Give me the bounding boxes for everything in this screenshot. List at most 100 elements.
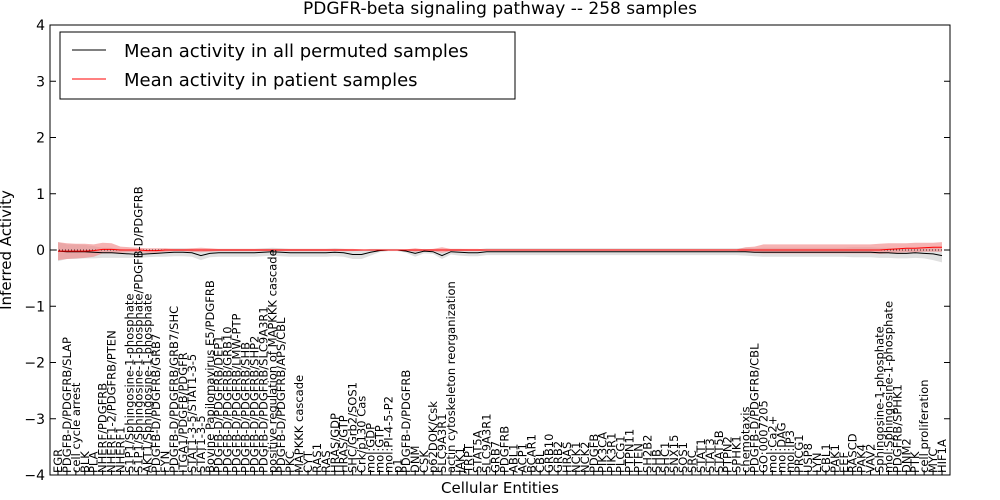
category-label: EGR xyxy=(51,449,65,473)
category-label: CYT xyxy=(301,450,315,473)
category-label: PDGFRB/SPHK1 xyxy=(890,384,904,473)
category-label: STAT5A xyxy=(471,430,485,473)
y-tick-label: 0 xyxy=(36,243,45,259)
category-label: actin cytoskeleton reorganization xyxy=(444,281,458,473)
category-label: HRAS/GTP xyxy=(337,415,351,473)
category-label: PDGFB-D/PDGFRB/SHB xyxy=(239,342,253,473)
category-label: RAS xyxy=(319,450,333,473)
category-label: NCK2 xyxy=(578,442,592,474)
category-label: JAK1 xyxy=(453,447,467,474)
category-label: HIF1A xyxy=(935,439,949,473)
category-label: cell cycle arrest xyxy=(69,382,83,473)
category-label: mol:IP3 xyxy=(783,430,797,473)
category-label: RAS1 xyxy=(310,443,324,473)
category-label: GRB7 xyxy=(489,441,503,473)
category-label: PAK1 xyxy=(828,444,842,473)
category-label: BCAR1 xyxy=(524,434,538,473)
category-label: GRB2 xyxy=(551,441,565,473)
category-label: FYN xyxy=(158,451,172,473)
category-label: TRPT xyxy=(462,443,476,474)
category-label: NHERF1 xyxy=(114,427,128,473)
category-label: PDGFB-D/PDGFRB/CBL xyxy=(748,343,762,473)
y-tick-label: −1 xyxy=(24,299,45,315)
category-label: CSK xyxy=(417,450,431,473)
category-label: PTPN11 xyxy=(623,429,637,473)
legend-entry-patient: Mean activity in patient samples xyxy=(124,70,418,91)
category-label: NHERF/PDGFRB xyxy=(96,383,110,473)
category-label: MYC xyxy=(926,449,940,473)
category-label: SH2B2 xyxy=(640,435,654,473)
category-label: PDGFB-D/PDGFRB xyxy=(399,370,413,473)
category-label: VAV2 xyxy=(864,444,878,473)
category-label: ACP1 xyxy=(515,443,529,473)
y-axis-label: Inferred Activity xyxy=(0,190,15,310)
category-label: PLA xyxy=(87,451,101,473)
category-label: GO:0007205 xyxy=(756,400,770,473)
category-label: STAT3 xyxy=(703,438,717,473)
y-tick-label: 4 xyxy=(36,18,45,34)
category-label: DNM2 xyxy=(899,438,913,473)
category-label: SNX15 xyxy=(667,435,681,473)
category-label: PRCG1 xyxy=(792,434,806,473)
category-label: Crk/p130 Cas xyxy=(355,396,369,473)
category-label: S1P1/Sphingosine-1-phosphate/PDGFB-D/PDG… xyxy=(131,186,145,473)
category-label: RASCD xyxy=(846,433,860,473)
category-label: BLK xyxy=(78,451,92,473)
category-label: SLC9A3R1 xyxy=(480,413,494,473)
category-label: mol:GTP xyxy=(373,425,387,473)
category-label: PLCG1 xyxy=(614,435,628,473)
category-label: mol:DAG xyxy=(774,422,788,473)
category-label: PTPN2 xyxy=(721,436,735,473)
line-patient xyxy=(58,246,942,252)
category-label: Sphingosine-1-phosphate xyxy=(873,326,887,473)
y-tick-label: 1 xyxy=(36,187,45,203)
series-lines xyxy=(50,246,950,257)
category-label: GRB10 xyxy=(542,434,556,473)
y-tick-label: −3 xyxy=(24,412,45,428)
category-label: SHB xyxy=(649,449,663,473)
category-label: SLC9A3R1 xyxy=(435,413,449,473)
category-label: LYN xyxy=(810,452,824,473)
chart-title: PDGFR-beta signaling pathway -- 258 samp… xyxy=(303,0,697,19)
y-tick-label: −4 xyxy=(24,468,45,484)
category-label: PDGFB-D/PDGFRB/GRB7 xyxy=(149,334,163,473)
category-label: PDGFB-D/PDGFRB/SLAP xyxy=(60,337,74,473)
category-label: p62DOK/Csk xyxy=(426,401,440,473)
category-label: SHC/Grb2/SOS1 xyxy=(346,382,360,473)
category-label: ABL1 xyxy=(506,444,520,473)
legend-entry-permuted: Mean activity in all permuted samples xyxy=(124,41,468,62)
category-label: NHERF1-2/PDGFRB/PTEN xyxy=(105,330,119,473)
y-tick-label: −2 xyxy=(24,356,45,372)
category-label: PAK4 xyxy=(855,444,869,473)
category-label: PKC xyxy=(283,451,297,473)
category-label: PTK xyxy=(908,451,922,473)
band-permuted xyxy=(58,242,942,263)
band-patient xyxy=(58,242,942,261)
category-label: SOS1 xyxy=(676,442,690,473)
category-label: PDGFRB xyxy=(498,426,512,473)
category-label: AKT1/Sphingosine-1-phosphate xyxy=(140,294,154,473)
category-label: CBL xyxy=(533,450,547,473)
category-label: S1P1/Sphingosine-1-phosphate xyxy=(122,294,136,473)
category-label: SRC xyxy=(685,450,699,473)
category-label: NCK1 xyxy=(569,442,583,474)
category-label: cell proliferation xyxy=(917,379,931,473)
legend-box xyxy=(59,31,516,100)
category-label: HRAS xyxy=(560,442,574,473)
category-label: PIK3R1 xyxy=(605,433,619,474)
category-label: SPHK1 xyxy=(730,435,744,473)
category-label: SHC1 xyxy=(658,442,672,473)
legend: Mean activity in all permuted samples Me… xyxy=(59,31,516,100)
category-label: Bovine Papilomavirus E5/PDGFRB xyxy=(203,280,217,473)
category-label: p1 xyxy=(390,458,404,473)
confidence-bands xyxy=(58,242,942,263)
category-label: mol:PI-4-5-P2 xyxy=(381,396,395,473)
line-permuted xyxy=(57,249,943,257)
category-label: STAT5B xyxy=(712,430,726,473)
category-label: PDGFB-D/PDGFRB/DEP1 xyxy=(212,335,226,473)
category-label: PDGFB-D/PDGFRB/SHP2 xyxy=(247,336,261,473)
category-label: positive regulation of MAPKKK cascade xyxy=(265,249,279,473)
x-axis-label: Cellular Entities xyxy=(441,479,559,497)
